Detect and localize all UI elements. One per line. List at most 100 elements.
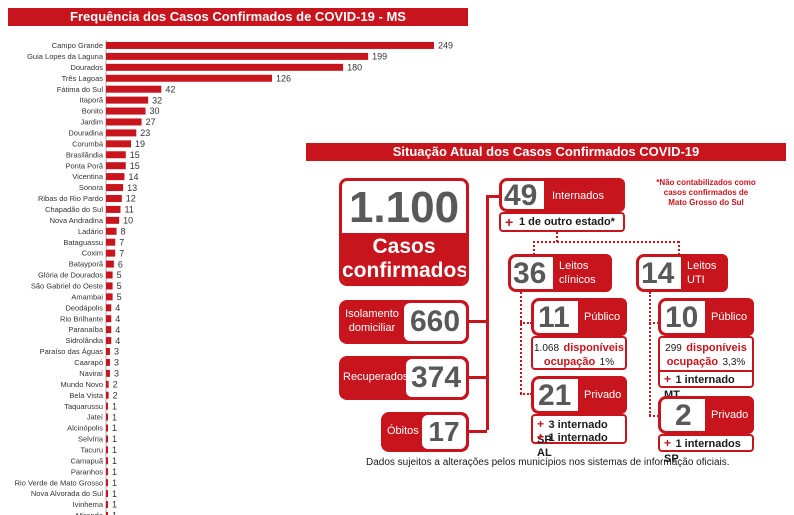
- clinicos-publico-disp-label: disponíveis: [563, 342, 624, 354]
- uti-publico-disp-label: disponíveis: [686, 342, 747, 354]
- category-label: Miranda: [76, 511, 104, 515]
- dotted-uti-privado: [649, 415, 659, 417]
- clinicos-publico-ocup-label: ocupação: [543, 356, 596, 368]
- bar: [106, 391, 109, 399]
- bar: [106, 435, 108, 443]
- bar: [106, 118, 142, 126]
- data-label: 15: [130, 161, 140, 171]
- internados-label: Internados: [552, 190, 604, 202]
- category-label: Paranhos: [71, 467, 103, 476]
- category-label: Paraíso das Águas: [40, 347, 104, 356]
- bar: [106, 216, 120, 224]
- leitos-uti-label-1: Leitos: [687, 260, 717, 272]
- data-label: 30: [150, 106, 160, 116]
- category-label: Sidrolândia: [65, 336, 103, 345]
- category-label: Ladário: [78, 227, 103, 236]
- category-label: Vicentina: [72, 172, 104, 181]
- data-label: 1: [112, 412, 117, 422]
- clinicos-publico-disp-num: 1.068: [533, 343, 560, 354]
- uti-privado-number: 2: [675, 399, 692, 432]
- category-label: Mundo Novo: [60, 380, 103, 389]
- uti-publico-label: Público: [711, 311, 748, 323]
- bar: [106, 249, 116, 257]
- category-label: Bonito: [82, 107, 103, 116]
- data-label: 8: [121, 226, 126, 236]
- recuperados-number: 374: [410, 361, 462, 394]
- data-label: 10: [123, 216, 133, 226]
- bar: [106, 205, 121, 213]
- bar: [106, 107, 146, 115]
- dotted-clinicos-publico: [520, 322, 532, 324]
- disclaimer-note: *Não contabilizados como casos confirmad…: [656, 178, 756, 207]
- category-label: Guia Lopes da Laguna: [27, 52, 104, 61]
- category-label: Ribas do Rio Pardo: [38, 194, 103, 203]
- category-label: Ivinhema: [73, 500, 104, 509]
- bar: [106, 402, 108, 410]
- connector-isolamento: [469, 320, 487, 323]
- bar: [106, 293, 113, 301]
- bar: [106, 304, 112, 312]
- bar: [106, 96, 149, 104]
- data-label: 199: [372, 52, 387, 62]
- dotted-connector-horizontal: [533, 241, 679, 243]
- category-label: São Gabriel do Oeste: [31, 282, 103, 291]
- connector-recuperados: [469, 376, 487, 379]
- data-label: 4: [115, 314, 120, 324]
- category-label: Itaporã: [80, 96, 104, 105]
- bar: [106, 74, 272, 82]
- data-label: 14: [128, 172, 138, 182]
- recuperados-label: Recuperados: [343, 371, 409, 383]
- connector-obitos: [469, 430, 487, 433]
- category-label: Jardim: [80, 118, 103, 127]
- internados-extra-box: + 1 de outro estado*: [499, 212, 625, 232]
- uti-publico-detail: 299 disponíveis ocupação 3,3% + 1 intern…: [658, 336, 754, 401]
- plus-icon: +: [537, 417, 545, 431]
- bar: [106, 227, 117, 235]
- bar: [106, 501, 108, 509]
- leitos-uti-label-2: UTI: [687, 274, 705, 286]
- data-label: 7: [119, 237, 124, 247]
- dotted-uti-vertical: [649, 292, 651, 416]
- bar: [106, 446, 108, 454]
- data-label: 1: [112, 423, 117, 433]
- data-label: 1: [112, 434, 117, 444]
- data-label: 1: [112, 456, 117, 466]
- bar: [106, 52, 369, 60]
- connector-internados: [486, 195, 500, 198]
- leitos-uti-number: 14: [641, 257, 675, 290]
- uti-privado-extra: 1 internados SP: [664, 438, 741, 465]
- category-label: Fátima do Sul: [57, 85, 104, 94]
- data-label: 5: [117, 270, 122, 280]
- category-label: Alcinópolis: [67, 424, 103, 433]
- data-label: 1: [112, 489, 117, 499]
- category-label: Caarapó: [74, 358, 103, 367]
- data-label: 7: [119, 248, 124, 258]
- data-label: 13: [127, 183, 137, 193]
- bar: [106, 413, 108, 421]
- data-label: 1: [112, 511, 117, 515]
- category-label: Taquarussu: [64, 402, 103, 411]
- data-label: 6: [118, 259, 123, 269]
- bar: [106, 358, 110, 366]
- internados-number: 49: [504, 179, 538, 212]
- clinicos-publico-box: 11 Público: [531, 298, 627, 336]
- clinicos-publico-number: 11: [538, 301, 570, 334]
- category-label: Camapuã: [70, 456, 103, 465]
- category-label: Ponta Porã: [65, 161, 103, 170]
- clinicos-publico-ocup-value: 1%: [599, 357, 615, 368]
- category-label: Paranaíba: [68, 325, 103, 334]
- main-connector-vertical: [486, 195, 489, 430]
- uti-publico-ocup-value: 3,3%: [722, 357, 746, 368]
- bar: [106, 41, 434, 49]
- data-label: 4: [115, 303, 120, 313]
- plus-icon: +: [505, 214, 514, 230]
- isolamento-label-2: domiciliar: [348, 322, 396, 334]
- data-label: 5: [117, 292, 122, 302]
- bar: [106, 369, 110, 377]
- bar: [106, 348, 110, 356]
- category-label: Coxim: [82, 249, 103, 258]
- data-label: 3: [114, 358, 119, 368]
- bar: [106, 282, 113, 290]
- bar: [106, 511, 108, 515]
